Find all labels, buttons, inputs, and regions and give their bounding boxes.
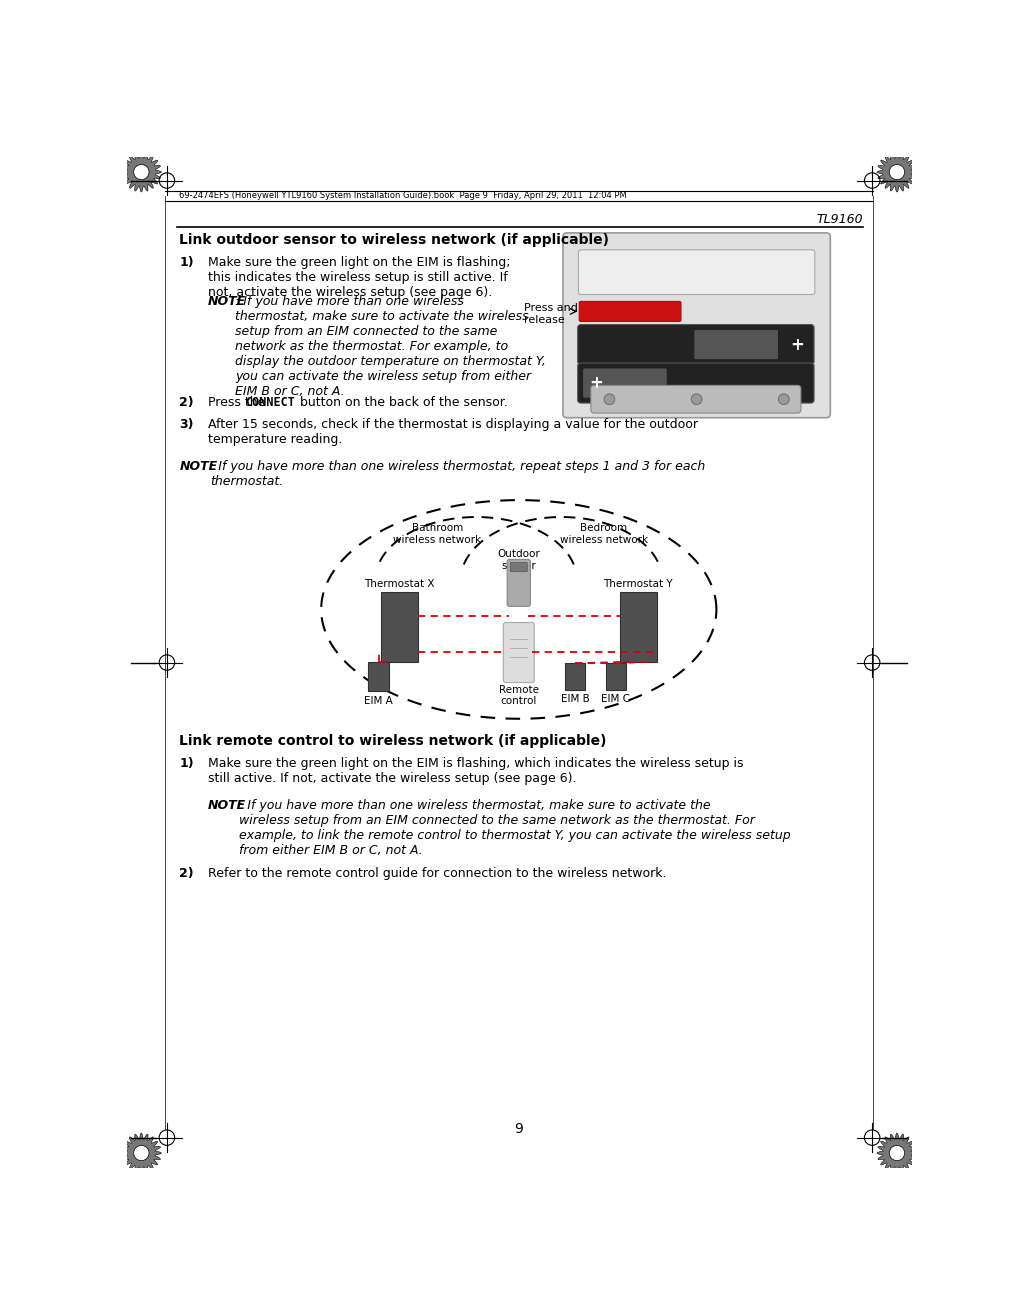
Text: Link outdoor sensor to wireless network (if applicable): Link outdoor sensor to wireless network …: [179, 234, 610, 247]
FancyBboxPatch shape: [591, 386, 801, 413]
Polygon shape: [122, 152, 161, 192]
Text: Outdoor
sensor: Outdoor sensor: [497, 550, 540, 571]
Circle shape: [889, 1145, 905, 1161]
Text: +: +: [790, 336, 804, 353]
Bar: [368, 661, 389, 691]
Bar: [565, 664, 586, 690]
FancyBboxPatch shape: [578, 249, 814, 294]
Text: NOTE: NOTE: [208, 294, 246, 307]
Text: NOTE: NOTE: [179, 461, 218, 474]
Polygon shape: [877, 152, 917, 192]
Text: Link remote control to wireless network (if applicable): Link remote control to wireless network …: [179, 735, 607, 748]
FancyBboxPatch shape: [511, 563, 528, 572]
Bar: [606, 664, 626, 690]
Circle shape: [604, 394, 615, 404]
Text: 1): 1): [179, 256, 193, 269]
Text: After 15 seconds, check if the thermostat is displaying a value for the outdoor
: After 15 seconds, check if the thermosta…: [208, 417, 698, 446]
Circle shape: [134, 164, 149, 180]
Text: Bedroom
wireless network: Bedroom wireless network: [560, 523, 648, 544]
Text: EIM B: EIM B: [561, 694, 590, 705]
Text: Press and
release: Press and release: [524, 303, 578, 324]
Text: TL9160: TL9160: [816, 213, 863, 226]
Bar: [620, 593, 656, 661]
Circle shape: [691, 394, 702, 404]
Polygon shape: [122, 1134, 161, 1173]
Text: Press the: Press the: [208, 396, 269, 409]
FancyBboxPatch shape: [563, 234, 831, 417]
Text: Thermostat X: Thermostat X: [365, 580, 435, 589]
Text: 9: 9: [515, 1122, 523, 1136]
FancyBboxPatch shape: [508, 559, 531, 606]
Text: EIM A: EIM A: [364, 695, 393, 706]
Text: 2): 2): [179, 396, 193, 409]
Circle shape: [134, 1145, 149, 1161]
Text: 3): 3): [179, 417, 193, 430]
Text: Bathroom
wireless network: Bathroom wireless network: [393, 523, 481, 544]
Text: NOTE: NOTE: [208, 799, 246, 812]
FancyBboxPatch shape: [503, 622, 534, 682]
Text: Make sure the green light on the EIM is flashing, which indicates the wireless s: Make sure the green light on the EIM is …: [208, 757, 744, 786]
Bar: [381, 593, 418, 661]
FancyBboxPatch shape: [577, 324, 814, 365]
Polygon shape: [877, 1134, 917, 1173]
Text: Remote
control: Remote control: [498, 685, 539, 706]
FancyBboxPatch shape: [579, 302, 681, 321]
Text: EIM C: EIM C: [601, 694, 630, 705]
Text: Refer to the remote control guide for connection to the wireless network.: Refer to the remote control guide for co…: [208, 867, 667, 879]
Text: button on the back of the sensor.: button on the back of the sensor.: [296, 396, 508, 409]
Text: +: +: [590, 374, 603, 392]
FancyBboxPatch shape: [577, 363, 814, 403]
Circle shape: [889, 164, 905, 180]
Text: : If you have more than one wireless thermostat, repeat steps 1 and 3 for each
t: : If you have more than one wireless the…: [211, 461, 706, 488]
Text: 2): 2): [179, 867, 193, 879]
Text: 1): 1): [179, 757, 193, 770]
Text: 69-2474EFS (Honeywell YTL9160 System Installation Guide).book  Page 9  Friday, A: 69-2474EFS (Honeywell YTL9160 System Ins…: [179, 192, 627, 201]
Text: : If you have more than one wireless thermostat, make sure to activate the
wirel: : If you have more than one wireless the…: [239, 799, 790, 857]
Text: CONNECT: CONNECT: [245, 396, 295, 409]
Circle shape: [778, 394, 789, 404]
Text: Make sure the green light on the EIM is flashing;
this indicates the wireless se: Make sure the green light on the EIM is …: [208, 256, 511, 299]
FancyBboxPatch shape: [694, 329, 778, 359]
Text: : If you have more than one wireless
thermostat, make sure to activate the wirel: : If you have more than one wireless the…: [235, 294, 546, 398]
FancyBboxPatch shape: [583, 369, 667, 398]
Text: Thermostat Y: Thermostat Y: [604, 580, 673, 589]
